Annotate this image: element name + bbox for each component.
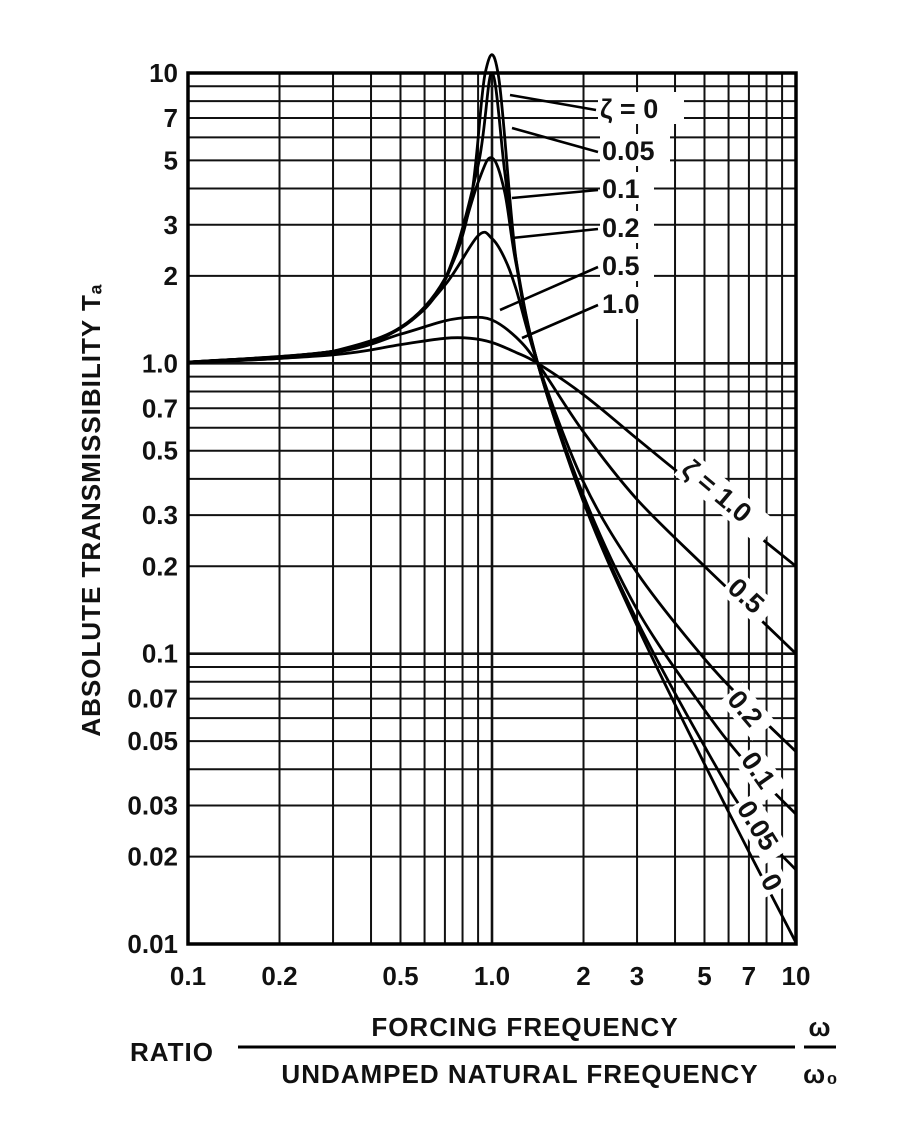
y-tick-label: 0.3: [142, 500, 178, 530]
x-axis-label-denominator: UNDAMPED NATURAL FREQUENCY: [281, 1059, 758, 1089]
label-backdrop: [600, 249, 654, 281]
label-backdrop: [753, 866, 790, 899]
x-tick-label: 0.2: [261, 961, 297, 991]
label-backdrop: [600, 134, 670, 166]
x-tick-label: 5: [697, 961, 711, 991]
curve-label-top: 1.0: [602, 289, 640, 319]
y-tick-label: 0.5: [142, 436, 178, 466]
label-backdrop: [600, 211, 654, 243]
x-tick-label: 1.0: [474, 961, 510, 991]
y-axis-label: ABSOLUTE TRANSMISSIBILITY Tₐ: [76, 283, 106, 736]
tick-labels: 0.1 0.2 0.5 1.0 2 3 5 7 10 10 7 5 3 2 1.0 0.7 0.5 0.3 0.2 0…: [127, 58, 810, 991]
label-backdrop: [600, 287, 654, 319]
label-backdrop: [719, 570, 778, 627]
x-axis-symbol-denominator: ω₀: [803, 1059, 839, 1089]
label-backdrop: [729, 792, 790, 865]
y-tick-label: 5: [164, 145, 178, 175]
y-tick-label: 0.2: [142, 551, 178, 581]
x-axis-symbol-numerator: ω: [809, 1012, 832, 1042]
y-tick-label: 0.1: [142, 639, 178, 669]
y-tick-label: 10: [149, 58, 178, 88]
leader-line: [511, 188, 599, 200]
label-backdrop: [600, 172, 654, 204]
leader-line: [509, 93, 597, 112]
y-tick-label: 1.0: [142, 348, 178, 378]
curve-label-top: 0.1: [602, 174, 640, 204]
curve-zeta-0-5: [186, 315, 798, 656]
x-tick-label: 10: [782, 961, 811, 991]
curve-label-top: 0.05: [602, 136, 655, 166]
y-tick-label: 0.05: [127, 726, 178, 756]
leader-line: [521, 303, 599, 340]
label-backdrop: [733, 743, 788, 803]
curve-label-top: 0.2: [602, 213, 640, 243]
curves-layer: [186, 53, 798, 945]
curve-label-tail-group: ζ = 1.0: [673, 451, 779, 547]
curve-label-tail: ζ = 1.0: [676, 454, 757, 529]
plot-frame: [186, 71, 798, 946]
y-tick-label: 0.01: [127, 929, 178, 959]
grid-lines: [186, 71, 798, 946]
curve-zeta-0-2: [186, 230, 798, 753]
y-tick-label: 0.7: [142, 393, 178, 423]
y-tick-label: 0.03: [127, 790, 178, 820]
y-tick-label: 7: [164, 103, 178, 133]
leader-line: [511, 227, 599, 240]
y-tick-label: 3: [164, 210, 178, 240]
x-tick-label: 3: [630, 961, 644, 991]
curve-label-top: ζ = 0: [600, 94, 658, 124]
y-tick-label: 2: [164, 261, 178, 291]
curve-label-top: 0.5: [602, 251, 640, 281]
curve-label-tail-group: 0.1: [733, 743, 788, 803]
y-tick-label: 0.07: [127, 684, 178, 714]
label-backdrop: [719, 682, 776, 741]
x-tick-label: 7: [742, 961, 756, 991]
y-tick-label: 0.02: [127, 842, 178, 872]
x-axis-label-numerator: FORCING FREQUENCY: [371, 1012, 678, 1042]
x-tick-label: 2: [576, 961, 590, 991]
x-axis-label-ratio: RATIO: [130, 1037, 214, 1067]
x-tick-label: 0.1: [170, 961, 206, 991]
leader-line: [511, 126, 599, 154]
annotations-layer: ζ = 00.050.10.20.51.0ζ = 1.00.50.20.10.0…: [499, 92, 790, 899]
x-tick-label: 0.5: [382, 961, 418, 991]
label-backdrop: [598, 92, 684, 124]
label-backdrop: [673, 451, 779, 547]
leader-line: [499, 265, 599, 312]
